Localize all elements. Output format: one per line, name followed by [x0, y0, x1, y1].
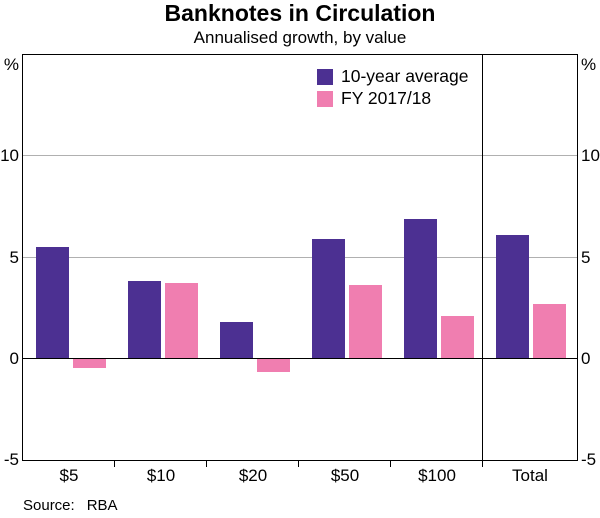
legend: 10-year average FY 2017/18 — [317, 66, 469, 112]
x-category-label-5: $5 — [59, 466, 79, 485]
y-tick-label-left-5: 5 — [9, 247, 19, 267]
x-axis-tick — [297, 459, 300, 467]
y-tick-label-left-10: 10 — [0, 146, 19, 166]
source-value: RBA — [86, 497, 118, 514]
x-axis-tick — [481, 459, 484, 467]
bar-fy-2017-18-5 — [72, 358, 106, 369]
bar-fy-2017-18-50 — [348, 285, 382, 359]
x-category-label-50: $50 — [330, 466, 360, 485]
y-tick-label-right-5: 5 — [581, 247, 591, 267]
bar-10-year-average-10 — [127, 281, 161, 359]
page-subtitle: Annualised growth, by value — [193, 28, 407, 47]
page-title: Banknotes in Circulation — [164, 0, 436, 26]
bar-fy-2017-18-10 — [164, 283, 198, 359]
plot-area — [21, 53, 578, 467]
x-axis-tick — [389, 459, 392, 467]
bar-10-year-average-20 — [219, 321, 253, 359]
y-axis-unit-left: % — [3, 55, 19, 74]
zero-axis-line — [22, 357, 577, 359]
legend-label-fy-2017-18: FY 2017/18 — [341, 88, 432, 108]
x-category-label-10: $10 — [146, 466, 176, 485]
y-tick-label-left--5: -5 — [3, 450, 19, 469]
y-tick-label-right-10: 10 — [581, 146, 600, 166]
x-category-label-total: Total — [512, 466, 548, 485]
legend-item-10-year-average: 10-year average — [317, 66, 469, 86]
x-category-label-20: $20 — [238, 466, 268, 485]
legend-item-fy-2017-18: FY 2017/18 — [317, 88, 468, 108]
bar-fy-2017-18-20 — [256, 358, 290, 373]
source-label: Source: — [23, 497, 75, 514]
source-note: Source: RBA — [23, 497, 118, 514]
gridline-10 — [22, 155, 577, 157]
legend-swatch-fy-2017-18 — [317, 90, 333, 107]
y-tick-label-left-0: 0 — [9, 348, 19, 368]
y-tick-label-right-0: 0 — [581, 348, 591, 368]
legend-swatch-10-year-average — [317, 68, 333, 85]
gridline-5 — [22, 256, 577, 258]
x-category-label-100: $100 — [418, 466, 456, 485]
x-axis-tick — [205, 459, 208, 467]
panel-separator-line — [481, 54, 484, 460]
y-tick-label-right--5: -5 — [581, 450, 597, 469]
bar-10-year-average-50 — [311, 238, 345, 359]
y-axis-unit-right: % — [581, 55, 597, 74]
bar-10-year-average-5 — [35, 246, 69, 359]
bar-fy-2017-18-total — [532, 303, 566, 359]
x-axis-tick — [113, 459, 116, 467]
legend-label-10-year-average: 10-year average — [341, 66, 469, 86]
bar-fy-2017-18-100 — [440, 315, 474, 359]
bar-10-year-average-100 — [403, 218, 437, 359]
bar-10-year-average-total — [495, 234, 529, 359]
